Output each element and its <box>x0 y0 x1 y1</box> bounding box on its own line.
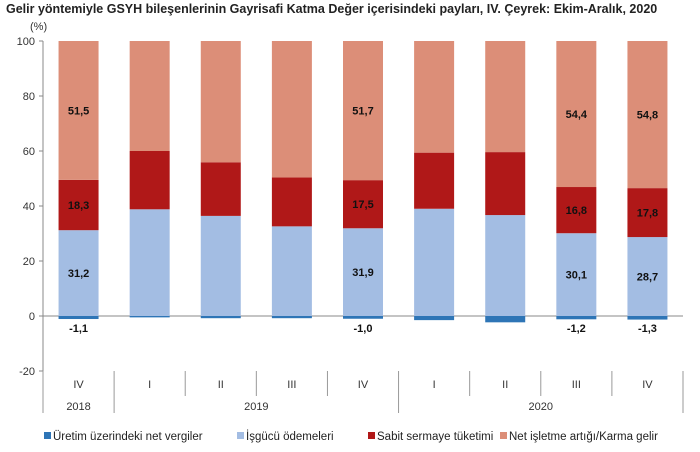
bar-segment <box>343 316 383 319</box>
legend-swatch <box>44 432 51 439</box>
data-label: 51,5 <box>68 105 89 117</box>
bar-segment <box>556 187 597 234</box>
data-label: 31,2 <box>68 268 89 280</box>
bar-segment <box>200 215 241 316</box>
bar-segment <box>58 316 99 320</box>
bar-segment <box>343 228 383 316</box>
bar-segment <box>556 41 597 188</box>
data-label: 54,8 <box>637 110 658 122</box>
x-tick-label: III <box>287 379 296 391</box>
x-tick-label: II <box>502 379 508 391</box>
bar-segment <box>200 316 241 319</box>
year-label: 2020 <box>529 401 553 413</box>
bar-segment <box>627 316 668 320</box>
x-tick-label: I <box>433 379 436 391</box>
data-label: 30,1 <box>566 270 587 282</box>
data-label: -1,1 <box>69 323 88 335</box>
bar-segment <box>485 316 526 323</box>
bar-segment <box>414 208 455 316</box>
bar-segment <box>271 177 312 227</box>
x-tick-label: I <box>148 379 151 391</box>
data-label: 17,5 <box>352 199 373 211</box>
legend-label: Üretim üzerindeki net vergiler <box>53 431 203 443</box>
bar-segment <box>485 152 526 216</box>
data-label: 54,4 <box>566 109 588 121</box>
data-label: 51,7 <box>352 106 373 118</box>
data-label: 18,3 <box>68 200 89 212</box>
year-label: 2018 <box>66 401 90 413</box>
chart-title: Gelir yöntemiyle GSYH bileşenlerinin Gay… <box>6 2 658 16</box>
legend-swatch <box>368 432 375 439</box>
x-tick-label: III <box>572 379 581 391</box>
data-label: -1,3 <box>638 323 657 335</box>
bar-segment <box>414 41 455 153</box>
y-axis-unit: (%) <box>30 21 47 33</box>
y-tick-label: -20 <box>19 366 35 378</box>
x-tick-label: II <box>218 379 224 391</box>
y-tick-label: 0 <box>29 311 35 323</box>
bar-segment <box>58 41 99 180</box>
bar-segment <box>343 180 383 229</box>
data-label: 16,8 <box>566 205 587 217</box>
legend-label: Sabit sermaye tüketimi <box>377 431 493 443</box>
data-label: -1,2 <box>567 323 586 335</box>
bar-segment <box>129 41 170 151</box>
bar-segment <box>200 162 241 216</box>
data-label: -1,0 <box>354 323 373 335</box>
bar-segment <box>556 233 597 316</box>
bar-segment <box>485 41 526 153</box>
bar-segment <box>129 316 170 318</box>
bar-segment <box>627 188 668 238</box>
legend-label: İşgücü ödemeleri <box>246 430 334 443</box>
legend-label: Net işletme artığı/Karma gelir <box>509 431 658 443</box>
bar-segment <box>129 151 170 210</box>
bar-segment <box>485 215 526 316</box>
legend-swatch <box>500 432 507 439</box>
data-label: 28,7 <box>637 272 658 284</box>
y-tick-label: 20 <box>23 256 35 268</box>
y-tick-label: 80 <box>23 91 35 103</box>
bar-segment <box>627 41 668 189</box>
x-tick-label: IV <box>358 379 369 391</box>
bar-segment <box>271 41 312 178</box>
bar-segment <box>58 230 99 316</box>
y-tick-label: 60 <box>23 146 35 158</box>
x-tick-label: IV <box>73 379 84 391</box>
bar-segment <box>627 237 668 316</box>
year-label: 2019 <box>244 401 268 413</box>
y-tick-label: 40 <box>23 201 35 213</box>
bar-segment <box>414 152 455 209</box>
y-tick-label: 100 <box>17 36 35 48</box>
bar-segment <box>556 316 597 320</box>
bar-segment <box>271 316 312 319</box>
data-label: 17,8 <box>637 208 658 220</box>
bar-segment <box>129 209 170 316</box>
bar-segment <box>271 226 312 316</box>
data-label: 31,9 <box>352 267 373 279</box>
x-tick-label: IV <box>642 379 653 391</box>
legend-swatch <box>237 432 244 439</box>
bar-segment <box>343 41 383 181</box>
bar-segment <box>58 179 99 231</box>
bar-segment <box>414 316 455 321</box>
bar-segment <box>200 41 241 163</box>
